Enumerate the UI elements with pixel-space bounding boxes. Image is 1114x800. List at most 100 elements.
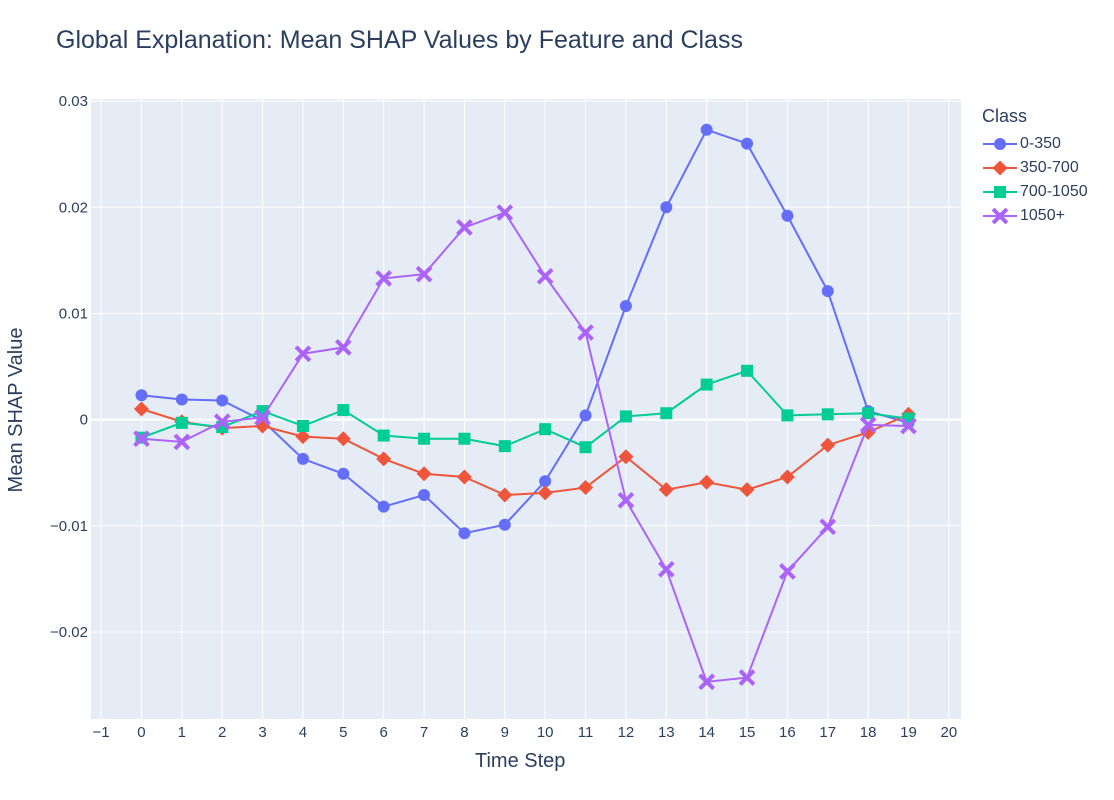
x-marker-stroke (617, 491, 635, 509)
data-point-700-1050 (296, 419, 309, 432)
legend-swatch-1050-plus (983, 207, 1017, 225)
x-marker-stroke (375, 270, 393, 287)
x-marker-stroke (698, 673, 715, 691)
data-point-700-1050 (862, 407, 875, 420)
x-tick-label: 18 (860, 724, 877, 741)
data-point-1050-plus (294, 345, 312, 363)
data-point-700-1050 (377, 429, 390, 442)
legend-title: Class (982, 106, 1028, 126)
legend-item-0-350[interactable]: 0-350 (981, 132, 1109, 156)
x-tick-label: 5 (339, 724, 347, 741)
data-point-700-1050 (498, 440, 511, 453)
x-marker-stroke (334, 339, 352, 356)
y-tick-label: 0.02 (59, 199, 88, 216)
data-point-0-350 (579, 409, 592, 422)
data-point-700-1050 (458, 432, 471, 445)
x-marker-stroke (254, 409, 271, 426)
data-point-350-700 (658, 482, 674, 498)
data-point-1050-plus (779, 563, 796, 580)
y-tick-label: −0.02 (50, 624, 88, 641)
data-point-700-1050 (700, 378, 713, 391)
x-tick-label: 7 (420, 724, 428, 741)
data-point-350-700 (456, 469, 472, 485)
data-point-1050-plus (334, 339, 352, 356)
legend-item-1050-plus[interactable]: 1050+ (981, 204, 1109, 228)
x-marker-stroke (415, 265, 433, 283)
x-tick-label: −1 (93, 724, 110, 741)
legend-label-350-700: 350-700 (1020, 159, 1079, 176)
x-marker-stroke (173, 433, 191, 451)
data-point-0-350 (498, 518, 511, 531)
data-point-1050-plus (173, 433, 191, 451)
legend-swatch-700-1050 (983, 186, 1017, 198)
data-point-0-350 (175, 393, 188, 406)
x-marker-stroke (657, 560, 675, 578)
x-marker-stroke (133, 430, 150, 448)
x-marker-stroke (859, 416, 877, 434)
data-point-700-1050 (781, 409, 794, 422)
x-marker-stroke (819, 518, 837, 536)
data-point-700-1050 (660, 407, 673, 420)
x-tick-label: 20 (941, 724, 958, 741)
x-marker-stroke (536, 267, 554, 285)
data-point-1050-plus (456, 219, 473, 236)
legend-item-700-1050[interactable]: 700-1050 (981, 180, 1109, 204)
x-tick-label: 10 (537, 724, 554, 741)
data-point-0-350 (337, 467, 350, 480)
data-point-1050-plus (617, 491, 635, 509)
data-point-0-350 (458, 527, 471, 540)
x-marker-stroke (991, 207, 1009, 225)
legend-swatch-marker (991, 207, 1009, 225)
x-tick-label: 11 (578, 724, 594, 741)
data-point-0-350 (296, 452, 309, 465)
x-tick-label: 15 (739, 724, 756, 741)
x-tick-label: 17 (819, 724, 836, 741)
x-tick-label: 6 (380, 724, 388, 741)
legend-label-1050-plus: 1050+ (1020, 207, 1065, 224)
data-point-350-700 (376, 451, 392, 467)
data-point-350-700 (699, 474, 715, 490)
x-marker-stroke (294, 345, 312, 363)
x-tick-label: 13 (658, 724, 675, 741)
y-axis-title-text: Mean SHAP Value (4, 327, 27, 493)
data-point-1050-plus (415, 265, 433, 283)
data-point-700-1050 (579, 441, 592, 454)
data-point-1050-plus (657, 560, 675, 578)
data-point-0-350 (821, 285, 834, 298)
data-point-1050-plus (375, 270, 393, 287)
data-point-350-700 (295, 429, 311, 445)
data-point-0-350 (781, 209, 794, 222)
data-point-700-1050 (821, 408, 834, 421)
y-tick-label: 0.01 (59, 305, 88, 322)
data-point-700-1050 (175, 416, 188, 429)
x-marker-stroke (577, 324, 594, 341)
x-marker-stroke (213, 413, 231, 431)
legend-item-350-700[interactable]: 350-700 (981, 156, 1109, 180)
series-1050-plus (133, 204, 917, 691)
y-tick-label: 0 (80, 412, 88, 429)
data-point-0-350 (700, 123, 713, 136)
data-point-700-1050 (539, 423, 552, 436)
data-point-700-1050 (418, 432, 431, 445)
data-point-0-350 (418, 488, 431, 501)
x-marker-stroke (456, 219, 473, 236)
x-axis-title: Time Step (475, 750, 566, 772)
data-point-350-700 (739, 482, 755, 498)
data-point-1050-plus (698, 673, 715, 691)
plot-area (91, 99, 961, 719)
x-marker-stroke (779, 563, 796, 580)
x-tick-label: 14 (698, 724, 715, 741)
data-point-0-350 (619, 300, 632, 313)
plot-background (91, 99, 961, 719)
x-tick-label: 1 (178, 724, 186, 741)
x-tick-label: 4 (299, 724, 307, 741)
data-point-1050-plus (859, 416, 877, 434)
data-point-350-700 (578, 480, 594, 496)
data-point-1050-plus (738, 669, 756, 686)
legend-label-700-1050: 700-1050 (1020, 183, 1088, 200)
x-marker-stroke (738, 669, 756, 686)
x-tick-label: 2 (218, 724, 226, 741)
data-point-0-350 (135, 389, 148, 402)
data-point-0-350 (660, 201, 673, 214)
